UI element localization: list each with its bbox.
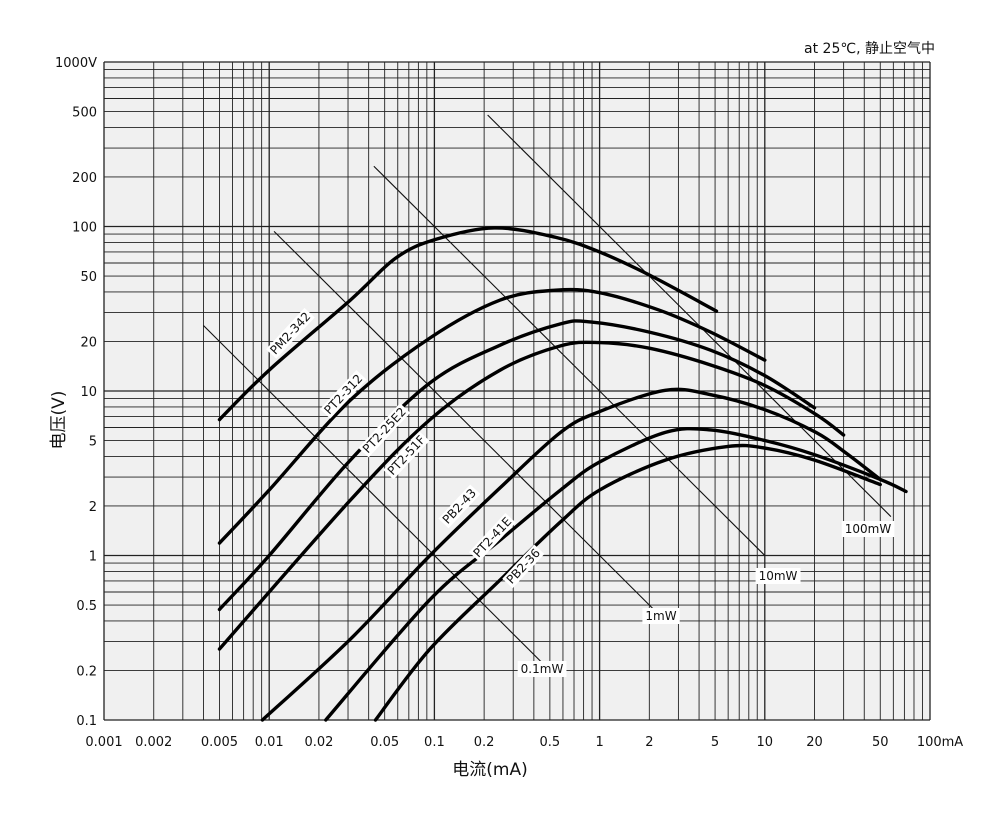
x-tick-label: 100mA (917, 735, 963, 750)
y-tick-label: 2 (89, 500, 97, 515)
note-text: at 25℃, 静止空气中 (804, 41, 935, 57)
power-label-bg (642, 608, 680, 624)
x-tick-label: 0.05 (370, 735, 399, 750)
y-tick-label: 20 (80, 335, 97, 350)
power-lines: 0.1mW 1mW 10mW 100mW (203, 114, 895, 677)
curve-PT2-51F (217, 340, 846, 651)
y-tick-label: 500 (72, 106, 97, 121)
y-tick-label: 10 (80, 385, 97, 400)
power-line-100mW (487, 114, 892, 517)
y-tick-labels: 1000V 500 200 100 50 20 10 5 2 1 0.5 0.2 0.1 (55, 56, 97, 729)
x-tick-label: 0.2 (474, 735, 495, 750)
y-tick-label: 50 (80, 270, 97, 285)
curve-label-bg (383, 431, 430, 480)
power-line-0.1mW (203, 325, 551, 671)
curve-PT2-41E (324, 426, 908, 722)
power-line-label: 0.1mW (521, 662, 564, 676)
power-label-bg (755, 568, 801, 584)
x-tick-label: 0.001 (85, 735, 122, 750)
curve-label-bg (265, 307, 315, 359)
y-tick-label: 0.5 (76, 599, 97, 614)
power-line-label: 1mW (645, 609, 676, 623)
power-label-bg (517, 661, 567, 677)
x-tick-label: 20 (806, 735, 823, 750)
x-axis-label: 电流(mA) (452, 760, 527, 780)
curve-label-bg (438, 484, 481, 529)
curve-PB2-43 (260, 387, 882, 722)
y-tick-label: 5 (89, 435, 97, 450)
curve-label-bg (469, 513, 516, 562)
y-tick-label: 100 (72, 221, 97, 236)
y-tick-label: 200 (72, 171, 97, 186)
curve-PB2-36 (373, 443, 882, 722)
curve-label-bg (320, 370, 367, 419)
x-tick-label: 2 (645, 735, 653, 750)
x-tick-label: 10 (757, 735, 774, 750)
x-tick-label: 0.1 (424, 735, 445, 750)
y-tick-label: 0.2 (76, 664, 97, 679)
y-axis-label: 电压(V) (49, 391, 69, 450)
x-tick-labels: 0.001 0.002 0.005 0.01 0.02 0.05 0.1 0.2 0.5 1 2 5 1… (85, 735, 963, 750)
power-line-label: 100mW (845, 522, 892, 536)
y-tick-label: 0.1 (76, 714, 97, 729)
x-tick-label: 0.02 (304, 735, 333, 750)
x-tick-label: 0.005 (201, 735, 238, 750)
x-tick-label: 0.5 (540, 735, 561, 750)
curve-PT2-25E2 (217, 319, 817, 612)
power-label-bg (841, 521, 895, 537)
curves (217, 226, 908, 722)
curve-PT2-312 (217, 287, 767, 545)
x-tick-label: 0.002 (135, 735, 172, 750)
y-tick-label: 1000V (55, 56, 97, 71)
x-tick-label: 50 (872, 735, 889, 750)
power-line-10mW (373, 165, 766, 556)
y-tick-label: 1 (89, 550, 97, 565)
curve-PM2-342 (217, 226, 719, 422)
x-tick-label: 1 (595, 735, 603, 750)
x-tick-label: 5 (711, 735, 719, 750)
curve-label-bg (502, 544, 545, 589)
power-line-1mW (273, 230, 657, 613)
curve-label-bg (358, 403, 411, 458)
power-line-label: 10mW (759, 569, 798, 583)
x-tick-label: 0.01 (255, 735, 284, 750)
